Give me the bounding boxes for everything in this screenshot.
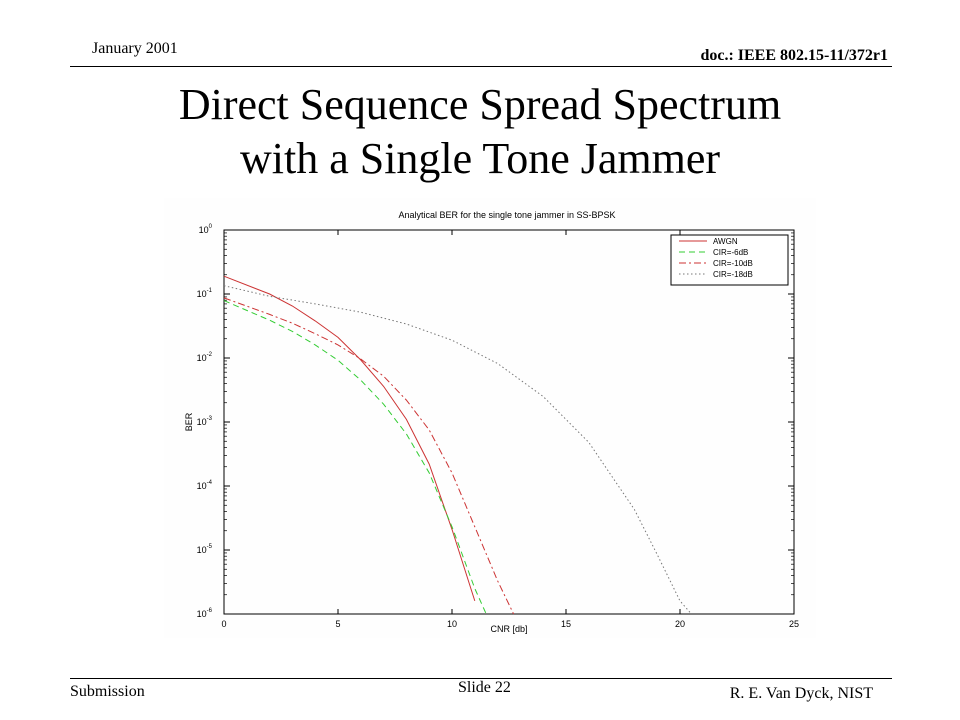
y-tick-label: 100: [199, 224, 213, 235]
header-date: January 2001: [92, 40, 178, 57]
y-tick-exponent: -5: [207, 544, 213, 550]
footer-author: R. E. Van Dyck, NIST: [729, 685, 873, 702]
series-line-1: [223, 300, 487, 615]
footer-rule: [70, 678, 892, 679]
y-tick-exponent: -6: [207, 608, 213, 614]
header-doc-id: doc.: IEEE 802.15-11/372r1: [700, 47, 888, 64]
y-tick-base: 10: [199, 225, 209, 235]
x-tick-label: 25: [789, 619, 799, 629]
y-tick-exponent: -3: [207, 416, 213, 422]
header-rule: [70, 66, 892, 67]
legend-label-3: CIR=-18dB: [713, 270, 753, 279]
y-tick-exponent: -4: [207, 480, 213, 486]
x-tick-label: 20: [675, 619, 685, 629]
x-tick-label: 5: [335, 619, 340, 629]
y-tick-base: 10: [197, 417, 207, 427]
slide-title: Direct Sequence Spread Spectrum with a S…: [0, 78, 960, 186]
y-tick-base: 10: [197, 609, 207, 619]
series-layer: [223, 275, 692, 615]
y-tick-base: 10: [197, 545, 207, 555]
y-tick-label: 10-5: [197, 544, 213, 555]
footer-submission: Submission: [70, 683, 145, 700]
legend: AWGN CIR=-6dB CIR=-10dB CIR=-18dB: [670, 234, 789, 286]
legend-label-1: CIR=-6dB: [713, 248, 748, 257]
y-axis-label: BER: [184, 412, 194, 431]
y-tick-exponent: -2: [207, 352, 213, 358]
y-tick-label: 10-2: [197, 352, 213, 363]
slide-title-line-1: Direct Sequence Spread Spectrum: [178, 80, 782, 129]
chart-title: Analytical BER for the single tone jamme…: [398, 210, 615, 220]
series-line-0: [223, 275, 476, 602]
x-tick-label: 0: [221, 619, 226, 629]
y-tick-exponent: 0: [209, 224, 213, 230]
y-tick-label: 10-3: [197, 416, 213, 427]
y-tick-label: 10-1: [197, 288, 213, 299]
x-axis: 0 5 10 15 20 25: [221, 230, 799, 629]
legend-label-2: CIR=-10dB: [713, 259, 753, 268]
legend-box: [670, 234, 789, 286]
legend-label-0: AWGN: [713, 237, 738, 246]
y-tick-base: 10: [197, 353, 207, 363]
series-line-3: [223, 285, 692, 615]
footer-slide-number: Slide 22: [458, 679, 511, 696]
x-tick-label: 10: [447, 619, 457, 629]
y-tick-label: 10-4: [197, 480, 213, 491]
y-tick-label: 10-6: [197, 608, 213, 619]
x-axis-label: CNR [db]: [490, 624, 527, 634]
x-tick-label: 15: [561, 619, 571, 629]
series-line-2: [223, 297, 515, 615]
slide-title-line-2: with a Single Tone Jammer: [239, 134, 721, 183]
y-tick-base: 10: [197, 289, 207, 299]
y-tick-base: 10: [197, 481, 207, 491]
y-tick-exponent: -1: [207, 288, 213, 294]
